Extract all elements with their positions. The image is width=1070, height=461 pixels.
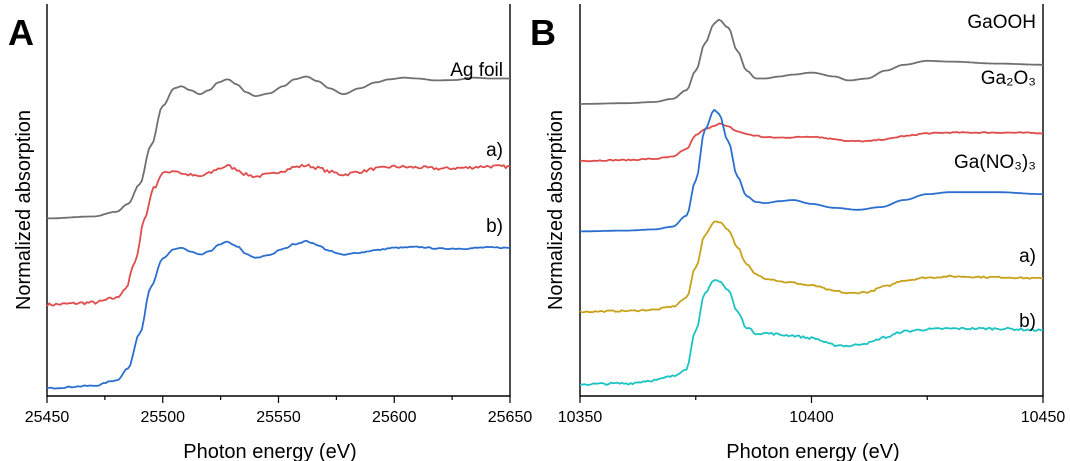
- panel-b-x-tick-label: 10400: [789, 409, 834, 426]
- panel-a-series-sample-b: [46, 239, 511, 390]
- panel-b-series-gaooh: [580, 18, 1043, 105]
- panel-a-label-sample-a: a): [486, 140, 503, 161]
- panel-b-ylabel: Normalized absorption: [545, 110, 567, 310]
- panel-b-series-ga2o3: [579, 122, 1044, 163]
- panel-a: A Normalized absorption Photon energy (e…: [8, 4, 532, 461]
- panel-b-series-sample-b: [579, 279, 1044, 386]
- panel-a-x-tick-label: 25550: [256, 409, 301, 426]
- panel-b-x-tick-label: 10350: [558, 409, 603, 426]
- panel-a-xlabel: Photon energy (eV): [183, 441, 356, 461]
- panel-a-x-tick-label: 25600: [372, 409, 417, 426]
- panel-b-label-ga-no3-3: Ga(NO₃)₃: [954, 152, 1036, 173]
- panel-b-series-sample-a: [579, 220, 1044, 314]
- panel-a-x-tick-label: 25500: [141, 409, 186, 426]
- panel-b-series-ga-no3-3: [580, 108, 1043, 233]
- panel-a-x-tick-label: 25650: [488, 409, 533, 426]
- panel-b-label: B: [530, 12, 556, 53]
- panel-b-label-gaooh: GaOOH: [967, 12, 1036, 33]
- panel-a-series-ag-foil: [47, 75, 510, 220]
- panel-b-label-sample-b: b): [1019, 311, 1036, 332]
- panel-b-xlabel: Photon energy (eV): [726, 441, 899, 461]
- panel-b: B Normalized absorption Photon energy (e…: [530, 4, 1065, 461]
- panel-a-ylabel: Normalized absorption: [13, 110, 35, 310]
- panel-b-x-tick-label: 10450: [1021, 409, 1066, 426]
- panel-a-x-tick-label: 25450: [25, 409, 70, 426]
- panel-a-series-sample-a: [46, 163, 511, 307]
- panel-a-label: A: [8, 12, 34, 53]
- panel-b-label-sample-a: a): [1019, 246, 1036, 267]
- panel-a-label-ag-foil: Ag foil: [450, 60, 503, 81]
- panel-b-label-ga2o3: Ga₂O₃: [981, 68, 1036, 89]
- panel-a-label-sample-b: b): [486, 216, 503, 237]
- panel-a-axes: [46, 4, 511, 397]
